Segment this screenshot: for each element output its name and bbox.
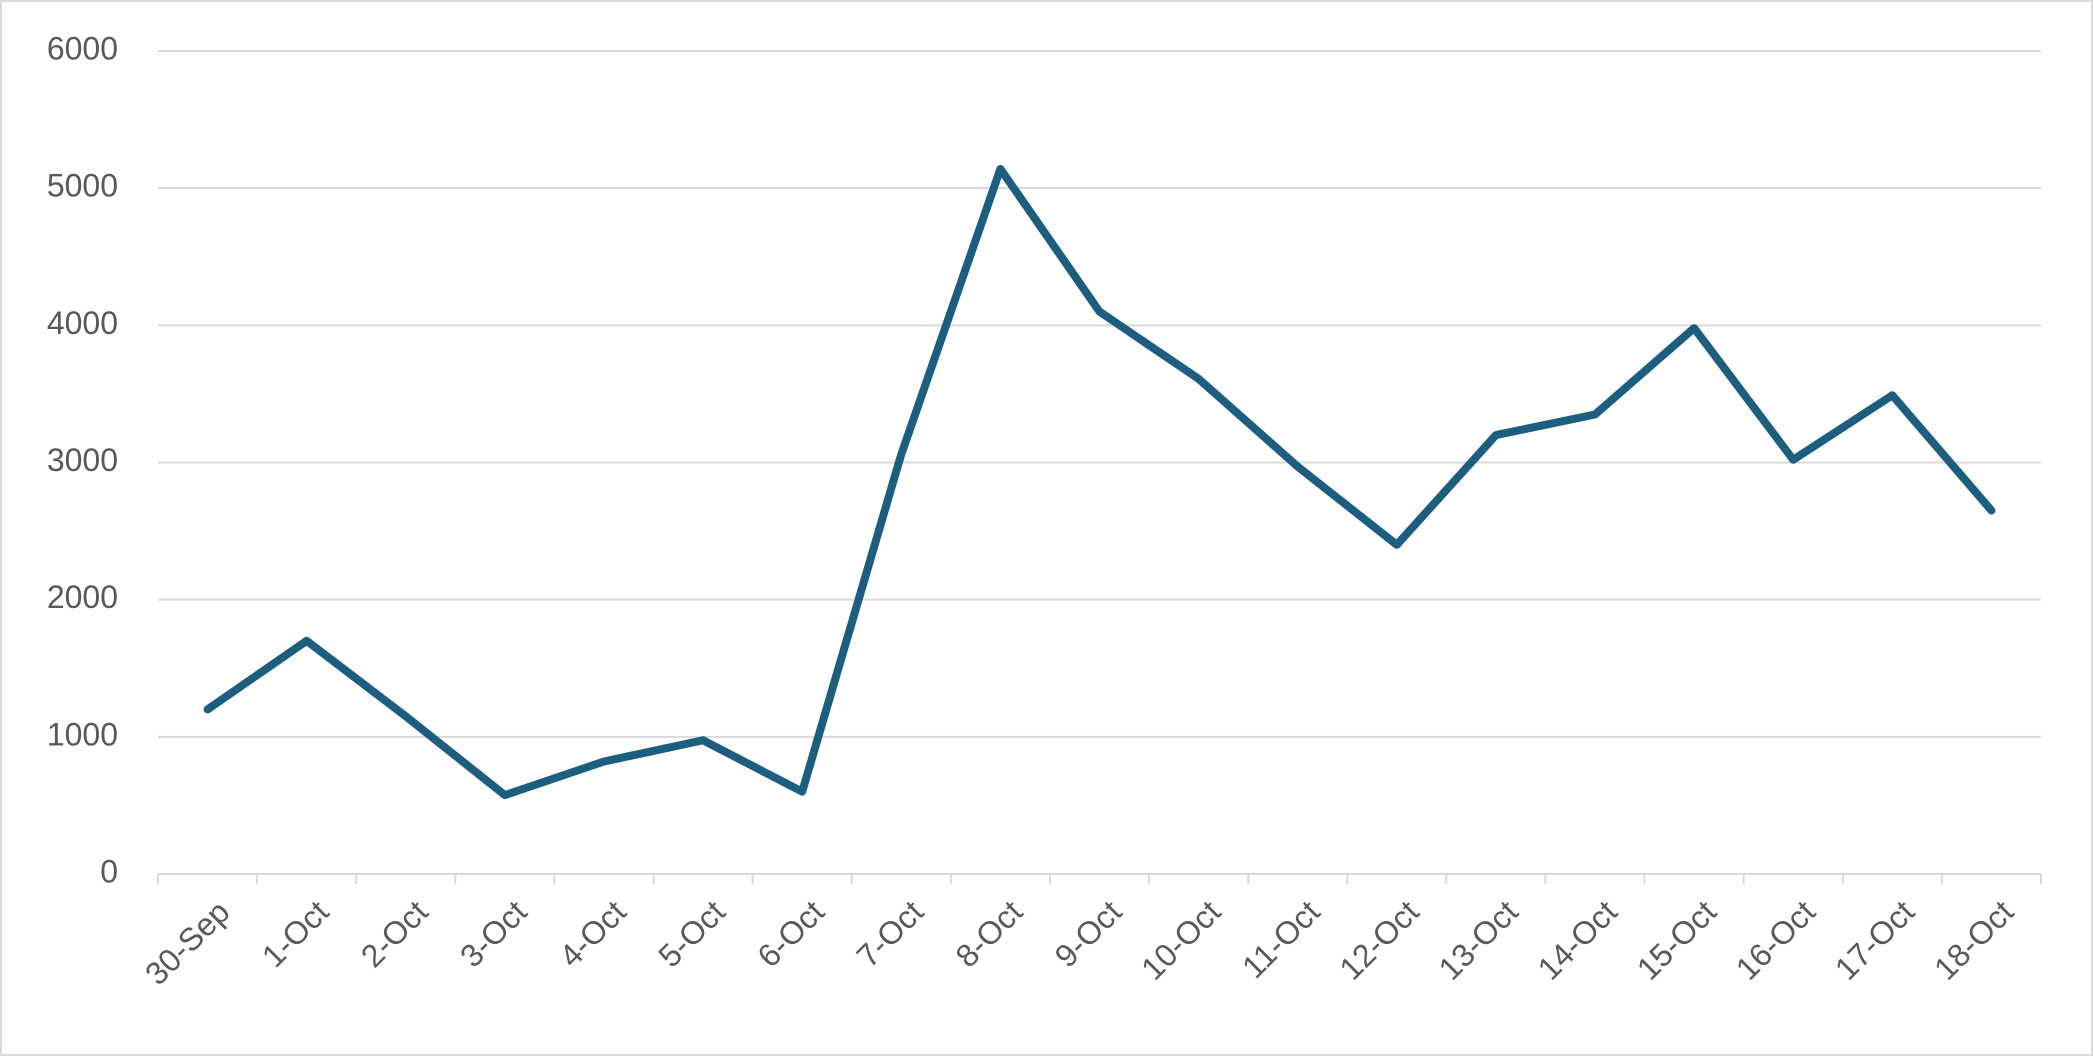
y-tick-label: 3000 — [47, 442, 118, 478]
line — [203, 164, 1996, 800]
y-tick-label: 6000 — [47, 30, 118, 66]
y-tick-label: 5000 — [47, 168, 118, 204]
y-tick-label: 2000 — [47, 579, 118, 615]
y-tick-label: 0 — [100, 853, 118, 889]
y-tick-label: 1000 — [47, 716, 118, 752]
y-tick-label: 4000 — [47, 305, 118, 341]
